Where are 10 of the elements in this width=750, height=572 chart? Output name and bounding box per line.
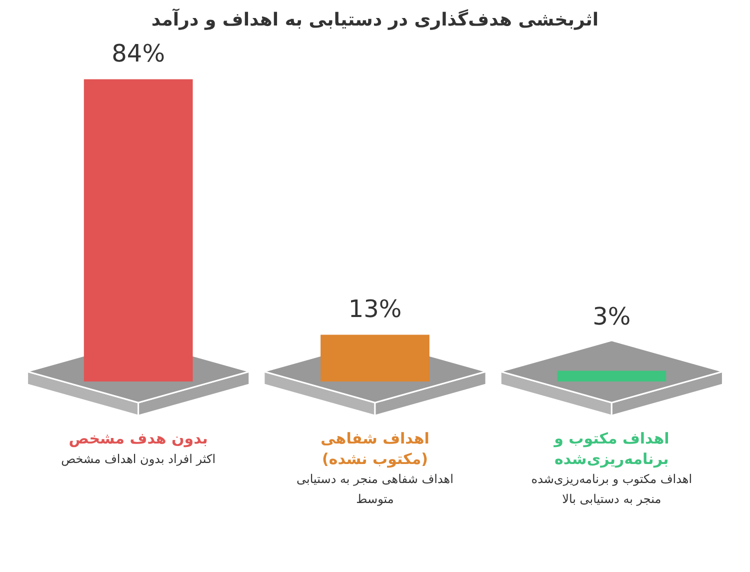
x-tick-label: بدون هدف مشخص bbox=[68, 430, 208, 448]
text: اهداف شفاهی منجر به دستیابی متوسط bbox=[296, 472, 454, 506]
text: اکثر افراد بدون اهداف مشخص bbox=[61, 452, 216, 466]
x-tick-label: اهداف مکتوب و برنامه‌ریزی‌شده bbox=[553, 430, 670, 468]
data-label: 84% bbox=[112, 39, 166, 68]
text: اهداف مکتوب و برنامه‌ریزی‌شده منجر به دستیابی بالا bbox=[531, 472, 692, 506]
chart-title: اثربخشی هدف‌گذاری در دستیابی به اهداف و درآمد bbox=[151, 7, 599, 30]
x-tick-label: اهداف شفاهی (مکتوب نشده) bbox=[320, 430, 430, 468]
data-label: 3% bbox=[592, 302, 631, 331]
data-label: 13% bbox=[348, 294, 402, 323]
